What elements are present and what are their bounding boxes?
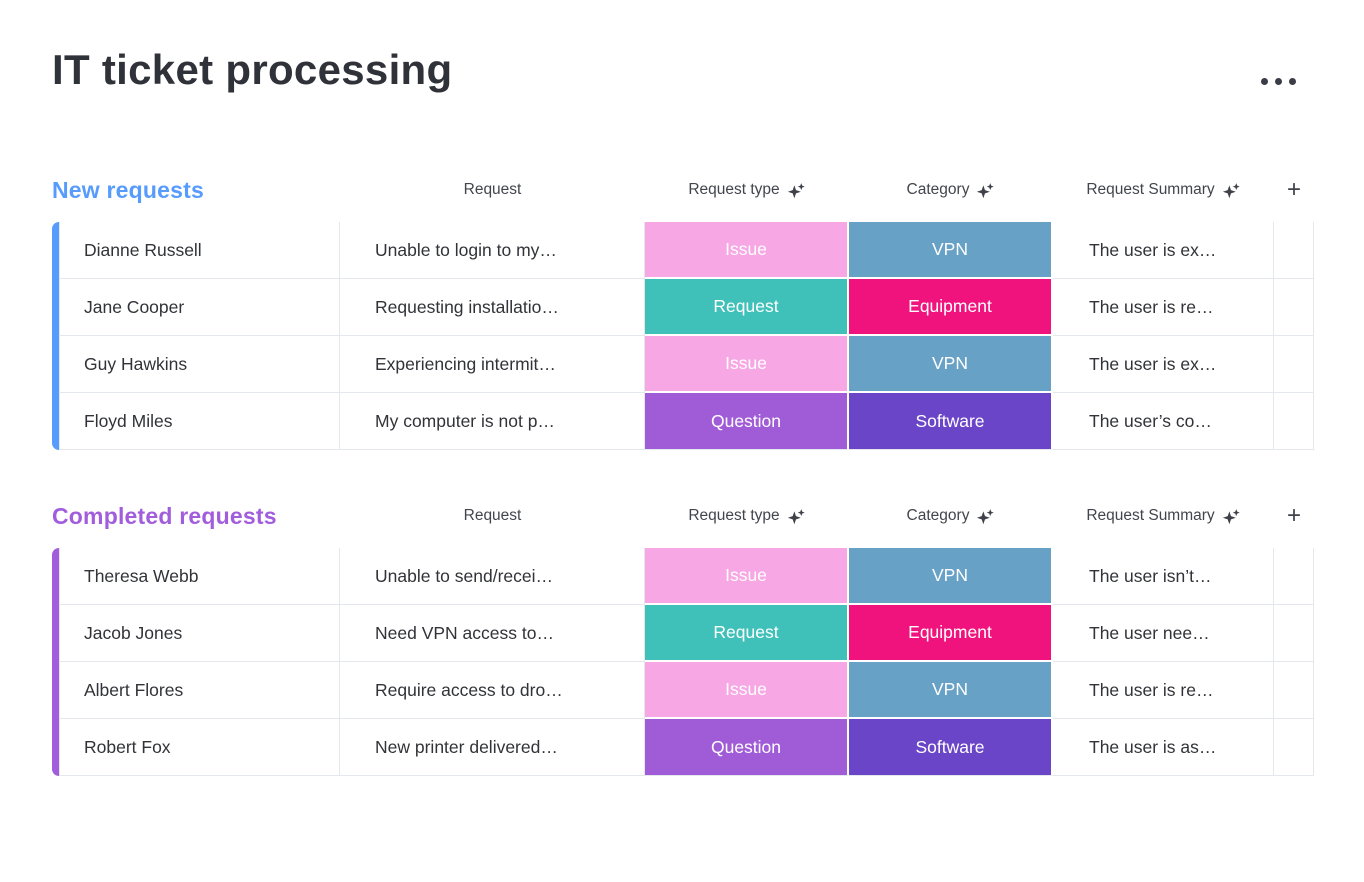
column-header-label: Category	[906, 507, 970, 524]
ai-sparkle-icon[interactable]	[976, 507, 995, 526]
item-name-cell[interactable]: Theresa Webb	[59, 548, 340, 605]
column-header-request[interactable]: Request	[340, 181, 645, 199]
more-options-button[interactable]	[1255, 72, 1302, 91]
group-table: Dianne Russell Unable to login to my… Is…	[52, 222, 1314, 450]
category-cell[interactable]: VPN	[849, 548, 1053, 605]
table-row: Jane Cooper Requesting installatio… Requ…	[59, 279, 1314, 336]
ai-sparkle-icon[interactable]	[1222, 181, 1241, 200]
group-completed-requests: Completed requests Request Request type …	[52, 496, 1314, 776]
table-row: Theresa Webb Unable to send/recei… Issue…	[59, 548, 1314, 605]
category-cell[interactable]: VPN	[849, 336, 1053, 393]
table-row: Jacob Jones Need VPN access to… Request …	[59, 605, 1314, 662]
table-row: Floyd Miles My computer is not p… Questi…	[59, 393, 1314, 450]
group-new-requests: New requests Request Request type Catego…	[52, 170, 1314, 450]
ai-sparkle-icon[interactable]	[976, 181, 995, 200]
item-name-cell[interactable]: Albert Flores	[59, 662, 340, 719]
summary-cell[interactable]: The user is ex…	[1053, 336, 1274, 393]
summary-cell[interactable]: The user’s co…	[1053, 393, 1274, 450]
column-header-label: Request type	[688, 181, 780, 198]
item-name-cell[interactable]: Jacob Jones	[59, 605, 340, 662]
group-title[interactable]: New requests	[52, 176, 204, 203]
empty-cell	[1274, 605, 1314, 662]
table-row: Dianne Russell Unable to login to my… Is…	[59, 222, 1314, 279]
request-cell[interactable]: New printer delivered…	[340, 719, 645, 776]
request-type-cell[interactable]: Issue	[645, 548, 849, 605]
request-cell[interactable]: Requesting installatio…	[340, 279, 645, 336]
summary-cell[interactable]: The user is re…	[1053, 662, 1274, 719]
group-color-bar	[52, 222, 59, 450]
board-header: IT ticket processing	[52, 46, 1314, 94]
request-cell[interactable]: Require access to dro…	[340, 662, 645, 719]
group-header-row: New requests Request Request type Catego…	[52, 170, 1314, 210]
ai-sparkle-icon[interactable]	[787, 181, 806, 200]
summary-cell[interactable]: The user nee…	[1053, 605, 1274, 662]
request-cell[interactable]: Unable to login to my…	[340, 222, 645, 279]
summary-cell[interactable]: The user isn’t…	[1053, 548, 1274, 605]
group-table: Theresa Webb Unable to send/recei… Issue…	[52, 548, 1314, 776]
table-row: Robert Fox New printer delivered… Questi…	[59, 719, 1314, 776]
request-cell[interactable]: My computer is not p…	[340, 393, 645, 450]
column-header-category[interactable]: Category	[849, 181, 1053, 200]
group-title[interactable]: Completed requests	[52, 502, 277, 529]
summary-cell[interactable]: The user is as…	[1053, 719, 1274, 776]
category-cell[interactable]: Software	[849, 719, 1053, 776]
column-header-request-type[interactable]: Request type	[645, 181, 849, 200]
empty-cell	[1274, 336, 1314, 393]
item-name-cell[interactable]: Jane Cooper	[59, 279, 340, 336]
group-header-row: Completed requests Request Request type …	[52, 496, 1314, 536]
request-type-cell[interactable]: Request	[645, 279, 849, 336]
add-column-button[interactable]: +	[1286, 502, 1301, 529]
column-header-request-summary[interactable]: Request Summary	[1053, 507, 1274, 526]
table-row: Guy Hawkins Experiencing intermit… Issue…	[59, 336, 1314, 393]
add-column-button[interactable]: +	[1286, 176, 1301, 203]
empty-cell	[1274, 279, 1314, 336]
category-cell[interactable]: Equipment	[849, 279, 1053, 336]
column-header-label: Request type	[688, 507, 780, 524]
board-title[interactable]: IT ticket processing	[52, 46, 453, 93]
summary-cell[interactable]: The user is ex…	[1053, 222, 1274, 279]
ai-sparkle-icon[interactable]	[787, 507, 806, 526]
more-options-icon	[1275, 78, 1282, 85]
more-options-icon	[1261, 78, 1268, 85]
item-name-cell[interactable]: Guy Hawkins	[59, 336, 340, 393]
table-row: Albert Flores Require access to dro… Iss…	[59, 662, 1314, 719]
category-cell[interactable]: VPN	[849, 662, 1053, 719]
category-cell[interactable]: VPN	[849, 222, 1053, 279]
column-header-request-type[interactable]: Request type	[645, 507, 849, 526]
request-cell[interactable]: Unable to send/recei…	[340, 548, 645, 605]
request-cell[interactable]: Need VPN access to…	[340, 605, 645, 662]
column-header-request[interactable]: Request	[340, 507, 645, 525]
column-header-label: Request Summary	[1086, 181, 1215, 198]
item-name-cell[interactable]: Robert Fox	[59, 719, 340, 776]
column-header-label: Request	[463, 507, 522, 524]
item-name-cell[interactable]: Floyd Miles	[59, 393, 340, 450]
column-header-label: Request	[463, 181, 522, 198]
request-type-cell[interactable]: Question	[645, 393, 849, 450]
empty-cell	[1274, 548, 1314, 605]
request-type-cell[interactable]: Issue	[645, 222, 849, 279]
request-cell[interactable]: Experiencing intermit…	[340, 336, 645, 393]
request-type-cell[interactable]: Request	[645, 605, 849, 662]
empty-cell	[1274, 393, 1314, 450]
empty-cell	[1274, 662, 1314, 719]
column-header-request-summary[interactable]: Request Summary	[1053, 181, 1274, 200]
category-cell[interactable]: Equipment	[849, 605, 1053, 662]
summary-cell[interactable]: The user is re…	[1053, 279, 1274, 336]
column-header-label: Request Summary	[1086, 507, 1215, 524]
request-type-cell[interactable]: Issue	[645, 336, 849, 393]
request-type-cell[interactable]: Question	[645, 719, 849, 776]
board-page: IT ticket processing New requests Reques…	[52, 46, 1314, 776]
request-type-cell[interactable]: Issue	[645, 662, 849, 719]
empty-cell	[1274, 719, 1314, 776]
ai-sparkle-icon[interactable]	[1222, 507, 1241, 526]
item-name-cell[interactable]: Dianne Russell	[59, 222, 340, 279]
column-header-category[interactable]: Category	[849, 507, 1053, 526]
more-options-icon	[1289, 78, 1296, 85]
column-header-label: Category	[906, 181, 970, 198]
group-color-bar	[52, 548, 59, 776]
empty-cell	[1274, 222, 1314, 279]
category-cell[interactable]: Software	[849, 393, 1053, 450]
